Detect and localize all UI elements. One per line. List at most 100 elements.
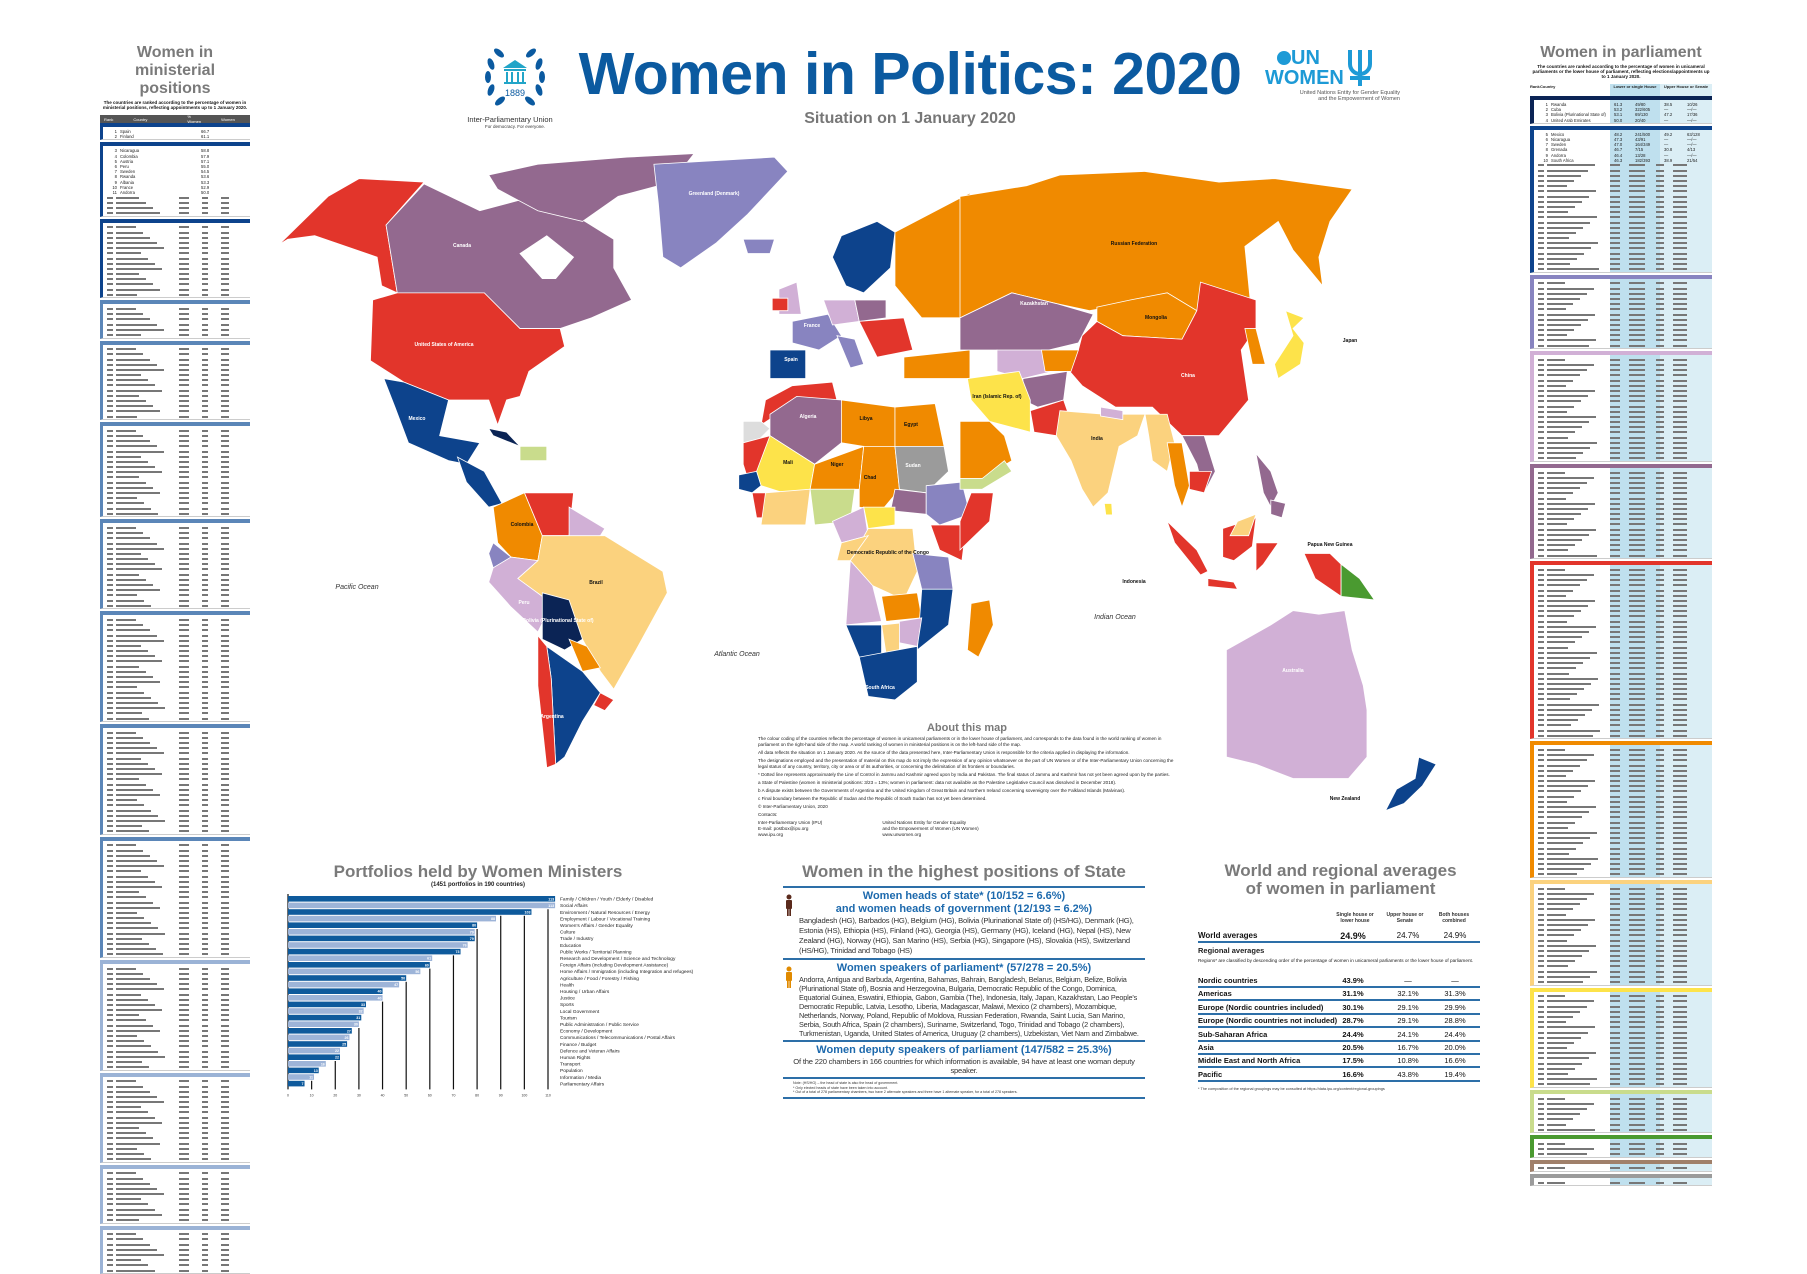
portfolios-title: Portfolios held by Women Ministers: [333, 862, 623, 881]
table-row: [1534, 378, 1712, 383]
country-senegal: [739, 471, 761, 492]
country-kyrgyzstan: [1041, 350, 1078, 371]
region-row: Europe (Nordic countries included) 30.1% 2…: [1198, 1001, 1480, 1015]
bar-value-label: 31: [356, 1016, 360, 1020]
table-row: [1534, 763, 1712, 768]
country-iran: [967, 371, 1030, 432]
region-row: Europe (Nordic countries not included) 28…: [1198, 1014, 1480, 1029]
parliament-group: [1530, 741, 1712, 879]
table-row: [1534, 1106, 1712, 1111]
table-row: [103, 858, 250, 863]
x-tick-label: 20: [333, 1093, 337, 1097]
table-row: [1534, 333, 1712, 338]
country-indonesia-java: [1208, 579, 1238, 590]
table-row: [103, 824, 250, 829]
table-row: 2 Finland 61.1: [114, 134, 210, 140]
ipu-link[interactable]: www.ipu.org: [758, 832, 784, 837]
table-row: [103, 936, 250, 941]
table-row: [1534, 307, 1712, 312]
central-asia: [997, 350, 1053, 379]
table-row: [103, 428, 250, 433]
table-row: [103, 433, 250, 438]
country-iceland: [743, 239, 774, 253]
table-row: [1534, 912, 1712, 917]
region-row: Asia 20.5% 16.7% 20.0%: [1198, 1041, 1480, 1055]
x-tick-label: 0: [287, 1093, 289, 1097]
table-row: [103, 777, 250, 782]
table-row: [1534, 671, 1712, 676]
table-row: [1534, 979, 1712, 984]
table-row: [103, 562, 250, 567]
x-tick-label: 60: [428, 1093, 432, 1097]
table-row: [1534, 256, 1712, 261]
table-row: [103, 910, 250, 915]
table-row: [103, 332, 250, 337]
page-subtitle: Situation on 1 January 2020: [804, 110, 1016, 127]
table-row: [103, 756, 250, 761]
table-row: [103, 921, 250, 926]
table-row: [103, 905, 250, 910]
table-row: [1534, 583, 1712, 588]
country-zambia: [882, 593, 922, 622]
table-row: [103, 746, 250, 751]
table-row: [1534, 851, 1712, 856]
country-nepal: [1101, 407, 1123, 419]
table-row: [103, 1120, 250, 1125]
table-row: [1534, 373, 1712, 378]
bar-value-label: 56: [415, 970, 419, 974]
table-row: [103, 449, 250, 454]
table-row: [1534, 959, 1712, 964]
country-malaysia: [1230, 514, 1256, 535]
category-label: Agriculture / Food / Forestry / Fishing: [560, 976, 639, 982]
label-peru: Peru: [518, 600, 529, 606]
country-india: [1056, 411, 1145, 507]
region-row: Pacific 16.6% 43.8% 19.4%: [1198, 1068, 1480, 1082]
table-row: 2 Cuba 53.2 322/605— —/—: [1545, 107, 1697, 113]
table-row: [1534, 388, 1712, 393]
bar-value-label: 7: [302, 1082, 304, 1086]
table-row: [1534, 943, 1712, 948]
table-row: [103, 347, 250, 352]
ministerial-group: [100, 724, 250, 835]
table-row: [1534, 856, 1712, 861]
highest-title: Women in the highest positions of State: [802, 862, 1126, 881]
bar: [288, 909, 532, 915]
ministerial-group: 1 Spain 66.7 2 Finland 61.1: [100, 123, 250, 141]
table-row: [103, 1049, 250, 1054]
table-row: [1534, 614, 1712, 619]
svg-text:1889: 1889: [505, 88, 525, 98]
table-row: [1534, 872, 1712, 877]
table-row: [1534, 189, 1712, 194]
regional-label: Regional averages: [1198, 946, 1265, 955]
table-row: [103, 874, 250, 879]
table-row: [103, 1105, 250, 1110]
heads-block: Women heads of state* (10/152 = 6.6%) and…: [783, 886, 1145, 958]
page-title: Women in Politics: 2020: [578, 41, 1242, 107]
table-row: [1534, 553, 1712, 558]
map-labels: Canada United States of America Mexico G…: [335, 191, 1360, 802]
table-row: [1534, 480, 1712, 485]
bar: [288, 915, 496, 922]
table-row: [1534, 830, 1712, 835]
x-tick-label: 10: [310, 1093, 314, 1097]
table-row: [1534, 220, 1712, 225]
table-row: [103, 277, 250, 282]
deputy-heading: Women deputy speakers of parliament (147…: [816, 1044, 1112, 1056]
bar: [288, 896, 556, 902]
table-row: [1534, 286, 1712, 291]
bar-value-label: 50: [401, 977, 405, 981]
table-row: [103, 536, 250, 541]
table-row: [103, 649, 250, 654]
table-row: [103, 623, 250, 628]
parliament-group: [1530, 987, 1712, 1088]
table-row: [103, 327, 250, 332]
table-row: 10 France 52.9: [112, 184, 210, 190]
table-row: [103, 818, 250, 823]
table-row: [1534, 1040, 1712, 1045]
ministerial-group: 3 Nicaragua 58.8 4 Colombia 57.9 5 Austria 57.1 6…: [100, 142, 250, 217]
table-row: [1534, 1051, 1712, 1056]
bar-value-label: 73: [456, 950, 460, 954]
table-row: [103, 1013, 250, 1018]
table-row: [103, 1084, 250, 1089]
unwomen-link[interactable]: www.unwomen.org: [882, 832, 922, 837]
